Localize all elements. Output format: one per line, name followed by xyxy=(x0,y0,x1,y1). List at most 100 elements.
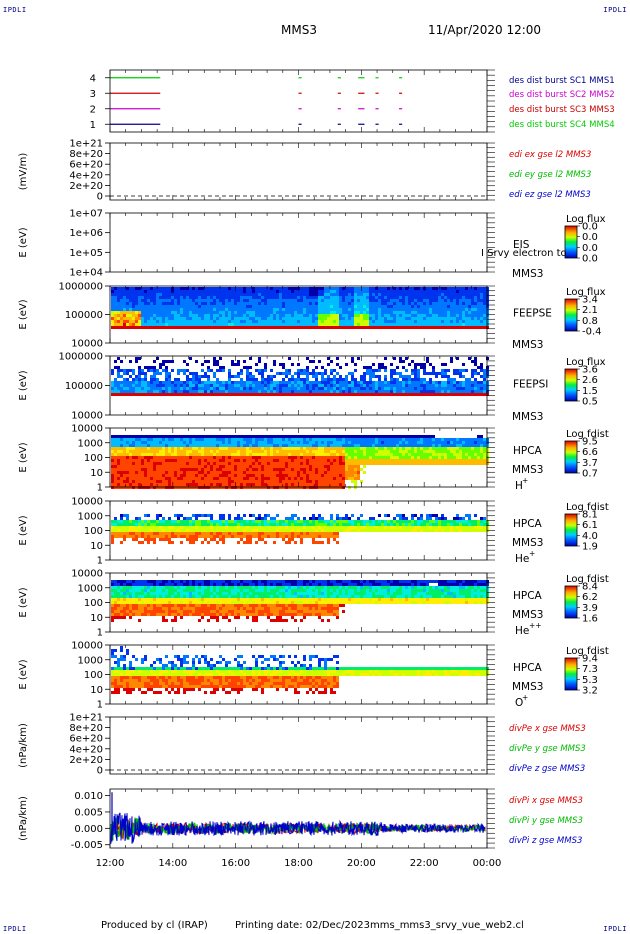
spectrogram-cell xyxy=(378,299,381,302)
spectrogram-cell xyxy=(213,326,216,329)
spectrogram-cell xyxy=(204,468,207,471)
spectrogram-cell xyxy=(162,384,165,387)
spectrogram-cell xyxy=(120,360,123,363)
spectrogram-cell xyxy=(327,393,330,396)
spectrogram-cell xyxy=(294,326,297,329)
spectrogram-cell xyxy=(141,459,144,462)
spectrogram-cell xyxy=(261,462,264,465)
spectrogram-cell xyxy=(195,293,198,296)
spectrogram-cell xyxy=(162,450,165,453)
spectrogram-cell xyxy=(363,296,366,299)
spectrogram-cell xyxy=(273,468,276,471)
spectrogram-cell xyxy=(246,390,249,393)
spectrogram-cell xyxy=(354,381,357,384)
spectrogram-cell xyxy=(222,435,225,438)
spectrogram-cell xyxy=(408,381,411,384)
spectrogram-cell xyxy=(324,323,327,326)
spectrogram-cell xyxy=(159,384,162,387)
spectrogram-cell xyxy=(300,381,303,384)
spectrogram-cell xyxy=(357,323,360,326)
spectrogram-cell xyxy=(162,456,165,459)
spectrogram-cell xyxy=(420,384,423,387)
spectrogram-cell xyxy=(162,390,165,393)
spectrogram-cell xyxy=(429,299,432,302)
spectrogram-cell xyxy=(345,314,348,317)
spectrogram-cell xyxy=(300,483,303,486)
spectrogram-cell xyxy=(354,302,357,305)
spectrogram-cell xyxy=(198,287,201,290)
spectrogram-cell xyxy=(117,387,120,390)
spectrogram-cell xyxy=(462,302,465,305)
spectrogram-cell xyxy=(384,317,387,320)
spectrogram-cell xyxy=(237,302,240,305)
spectrogram-cell xyxy=(339,438,342,441)
spectrogram-cell xyxy=(168,393,171,396)
spectrogram-cell xyxy=(231,444,234,447)
feepse-spectrogram xyxy=(111,287,489,329)
spectrogram-cell xyxy=(156,462,159,465)
spectrogram-cell xyxy=(255,483,258,486)
spectrogram-cell xyxy=(315,486,318,489)
spectrogram-cell xyxy=(396,435,399,438)
spectrogram-cell xyxy=(441,314,444,317)
spectrogram-cell xyxy=(207,323,210,326)
spectrogram-cell xyxy=(471,293,474,296)
spectrogram-cell xyxy=(183,456,186,459)
spectrogram-cell xyxy=(132,480,135,483)
spectrogram-cell xyxy=(252,308,255,311)
spectrogram-cell xyxy=(450,317,453,320)
spectrogram-cell xyxy=(234,444,237,447)
spectrogram-cell xyxy=(264,314,267,317)
spectrogram-cell xyxy=(159,293,162,296)
spectrogram-cell xyxy=(183,326,186,329)
spectrogram-cell xyxy=(273,326,276,329)
spectrogram-cell xyxy=(468,299,471,302)
spectrogram-cell xyxy=(162,480,165,483)
spectrogram-cell xyxy=(279,483,282,486)
spectrogram-cell xyxy=(411,360,414,363)
spectrogram-cell xyxy=(363,462,366,465)
spectrogram-cell xyxy=(414,326,417,329)
spectrogram-cell xyxy=(261,465,264,468)
spectrogram-cell xyxy=(279,393,282,396)
spectrogram-cell xyxy=(255,299,258,302)
spectrogram-cell xyxy=(123,441,126,444)
spectrogram-cell xyxy=(486,366,489,369)
spectrogram-cell xyxy=(207,453,210,456)
spectrogram-cell xyxy=(294,384,297,387)
spectrogram-cell xyxy=(201,384,204,387)
spectrogram-cell xyxy=(273,323,276,326)
spectrogram-cell xyxy=(414,462,417,465)
spectrogram-cell xyxy=(249,320,252,323)
spectrogram-cell xyxy=(339,465,342,468)
spectrogram-cell xyxy=(465,393,468,396)
spectrogram-cell xyxy=(282,317,285,320)
spectrogram-cell xyxy=(366,450,369,453)
spectrogram-cell xyxy=(333,453,336,456)
spectrogram-cell xyxy=(396,444,399,447)
spectrogram-cell xyxy=(399,293,402,296)
spectrogram-cell xyxy=(135,308,138,311)
spectrogram-cell xyxy=(321,320,324,323)
spectrogram-cell xyxy=(135,477,138,480)
spectrogram-cell xyxy=(303,438,306,441)
spectrogram-cell xyxy=(393,444,396,447)
spectrogram-cell xyxy=(477,381,480,384)
spectrogram-cell xyxy=(426,287,429,290)
spectrogram-cell xyxy=(456,320,459,323)
spectrogram-cell xyxy=(369,305,372,308)
spectrogram-cell xyxy=(366,323,369,326)
spectrogram-cell xyxy=(270,474,273,477)
spectrogram-cell xyxy=(288,447,291,450)
spectrogram-cell xyxy=(156,453,159,456)
spectrogram-cell xyxy=(114,387,117,390)
spectrogram-cell xyxy=(258,471,261,474)
spectrogram-cell xyxy=(255,450,258,453)
spectrogram-cell xyxy=(213,435,216,438)
spectrogram-cell xyxy=(183,287,186,290)
spectrogram-cell xyxy=(363,366,366,369)
spectrogram-cell xyxy=(321,462,324,465)
spectrogram-cell xyxy=(198,326,201,329)
spectrogram-cell xyxy=(486,381,489,384)
